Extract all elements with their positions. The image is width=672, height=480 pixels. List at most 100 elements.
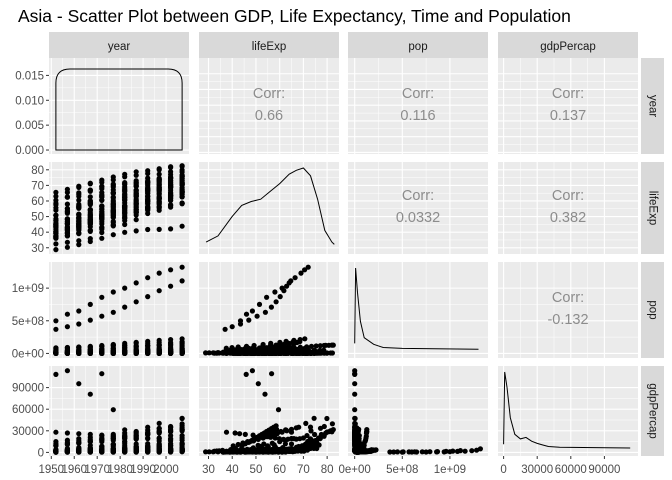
scatter-point — [352, 407, 358, 413]
column-strip-label: gdpPercap — [540, 41, 596, 53]
scatter-point — [99, 203, 105, 209]
scatter-point — [312, 431, 318, 438]
x-tick-label: 2000 — [153, 464, 179, 476]
scatter-point — [122, 434, 128, 440]
scatter-point — [76, 224, 82, 230]
scatter-point — [145, 201, 151, 207]
scatter-point — [283, 350, 289, 356]
scatter-point — [87, 181, 93, 187]
column-strip-label: pop — [408, 41, 427, 53]
scatter-point — [179, 428, 185, 434]
y-tick-label: 0.015 — [15, 70, 44, 82]
scatter-point — [99, 215, 105, 221]
scatter-point — [168, 203, 174, 209]
scatter-point — [156, 436, 162, 442]
scatter-point — [133, 280, 139, 286]
scatter-point — [302, 336, 308, 342]
panel-background — [348, 262, 488, 358]
scatter-point — [122, 207, 128, 213]
scatter-point — [240, 440, 246, 446]
scatter-point — [256, 433, 263, 439]
scatter-point — [110, 289, 116, 295]
scatter-point — [53, 318, 59, 324]
scatter-point — [76, 231, 82, 237]
scatter-point — [318, 431, 324, 438]
scatter-point — [76, 203, 82, 209]
row-strip-label: lifeExp — [647, 191, 659, 226]
scatter-point — [307, 436, 314, 442]
scatter-point — [156, 339, 162, 346]
scatter-point — [64, 239, 70, 245]
scatter-point — [110, 441, 116, 447]
scatter-point — [288, 278, 294, 284]
scatter-point — [250, 432, 256, 438]
scatter-point — [419, 449, 425, 455]
scatter-point — [278, 428, 284, 435]
scatter-point — [122, 189, 128, 195]
y-tick-label: 5e+08 — [12, 316, 44, 328]
scatter-point — [352, 446, 358, 453]
scatter-point — [229, 324, 235, 330]
scatter-point — [110, 447, 116, 453]
scatter-point — [156, 430, 162, 436]
scatter-point — [76, 381, 82, 387]
scatter-point — [64, 194, 70, 200]
column-strip — [49, 32, 189, 58]
scatter-point — [145, 350, 151, 356]
y-tick-label: 70 — [31, 180, 44, 192]
y-tick-label: 0 — [38, 447, 44, 459]
scatter-point — [256, 301, 263, 307]
scatter-point — [87, 431, 93, 437]
scatter-point — [283, 427, 289, 433]
scatter-point — [133, 204, 139, 210]
scatter-point — [307, 424, 314, 430]
scatter-point — [76, 321, 82, 327]
scatter-point — [298, 270, 304, 276]
scatter-point — [156, 447, 162, 453]
scatter-point — [99, 371, 105, 377]
scatter-point — [462, 448, 468, 454]
scatter-point — [268, 434, 274, 440]
scatter-point — [269, 440, 275, 446]
scatter-point — [249, 368, 255, 374]
scatter-point — [391, 449, 397, 455]
scatter-point — [133, 181, 139, 188]
scatter-point — [76, 448, 82, 454]
scatter-point — [179, 194, 185, 200]
scatter-point — [268, 350, 274, 356]
column-strip — [348, 32, 488, 58]
scatter-point — [272, 289, 278, 295]
scatter-point — [133, 172, 139, 178]
correlation-value: -0.132 — [547, 312, 588, 328]
scatter-point — [281, 344, 287, 351]
x-tick-label: 50 — [250, 464, 263, 476]
scatter-point — [122, 427, 128, 433]
scatter-point — [223, 350, 230, 356]
scatter-point — [122, 285, 128, 291]
scatter-point — [237, 431, 243, 437]
panel-background — [498, 366, 638, 456]
scatter-point — [156, 420, 162, 426]
scatter-point — [292, 275, 298, 281]
scatter-point — [110, 407, 116, 413]
scatter-point — [64, 233, 70, 239]
x-tick-label: 0e+00 — [339, 464, 371, 476]
scatter-point — [179, 163, 185, 169]
scatter-point — [110, 342, 116, 348]
scatter-point — [179, 200, 185, 206]
scatter-point — [288, 441, 295, 447]
scatter-point — [122, 212, 128, 218]
scatter-point — [156, 350, 162, 356]
scatter-point — [412, 449, 418, 455]
scatter-point — [434, 449, 441, 455]
y-tick-label: 60000 — [12, 404, 44, 416]
x-tick-label: 1e+09 — [434, 464, 466, 476]
scatter-point — [64, 448, 70, 454]
scatter-point — [122, 350, 128, 356]
scatter-point — [206, 350, 212, 356]
scatter-point — [237, 350, 243, 356]
scatter-point — [255, 381, 261, 387]
scatter-point — [53, 212, 59, 218]
scatter-point — [87, 228, 93, 234]
x-tick-label: 40 — [226, 464, 239, 476]
